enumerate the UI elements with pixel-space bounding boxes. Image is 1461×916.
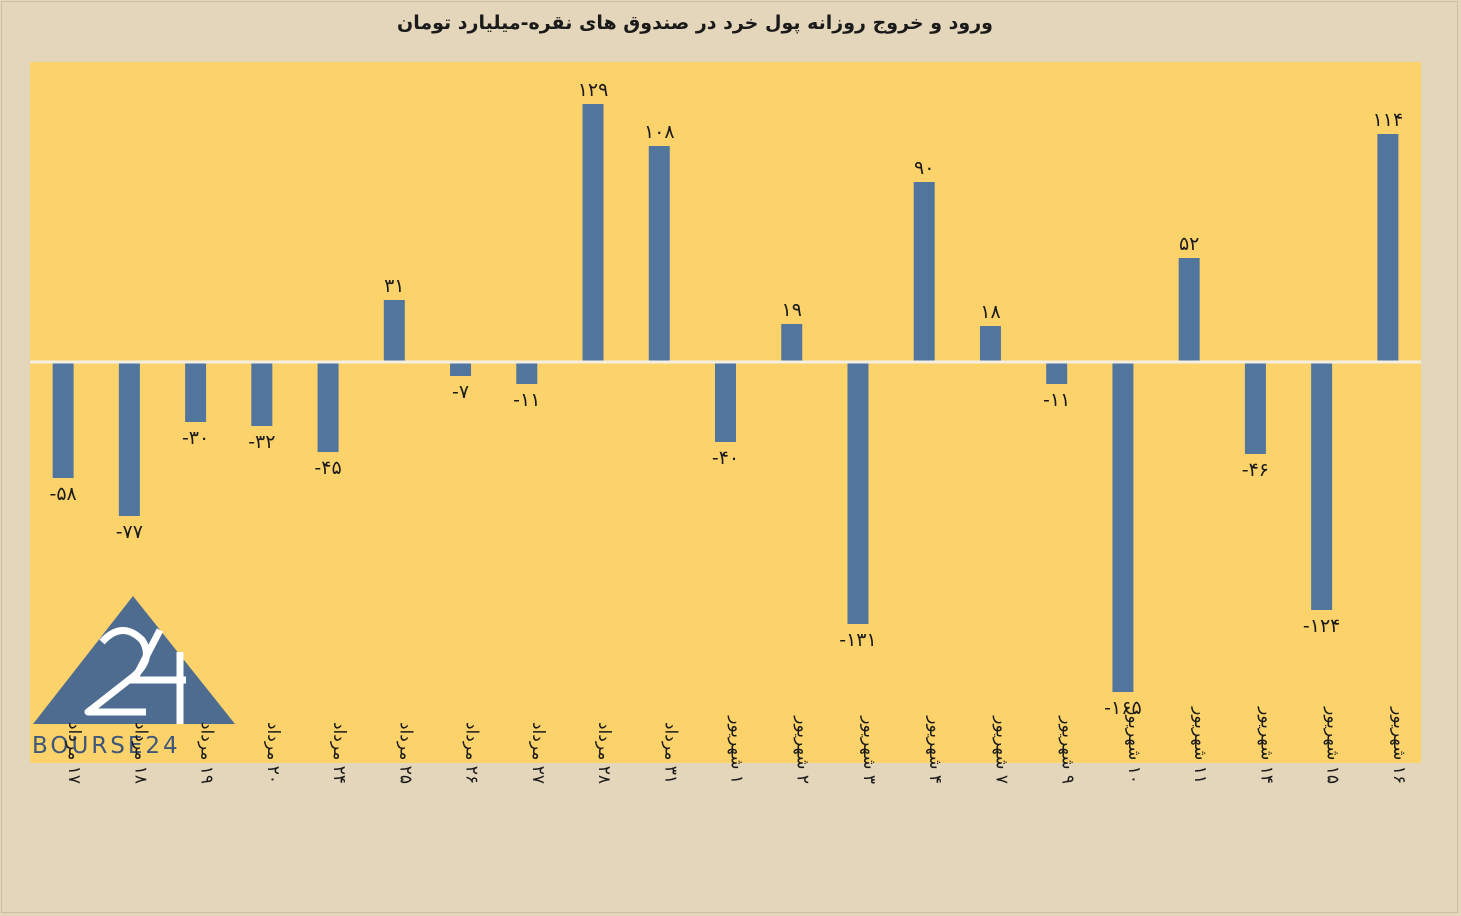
bar [847,362,869,624]
logo-triangle [33,596,235,724]
bar-value-label: -۷۷ [116,521,143,543]
bourse24-logo [33,596,235,724]
category-tick-label: ۳۱ مرداد [660,722,680,784]
category-tick-label: ۱۵ شهریور [1323,706,1343,784]
bar-value-label: -۱۶۵ [1104,697,1141,719]
bar [979,326,1001,362]
logo-digit-4 [128,628,186,724]
category-tick-label: ۲۴ مرداد [329,722,349,784]
bar-value-label: ۱۱۴ [1373,109,1404,131]
bar-value-label: -۱۱ [1043,389,1070,411]
category-tick-label: ۱۰ شهریور [1124,706,1144,784]
value-labels-layer: -۵۸ -۷۷ -۳۰ -۳۲ -۴۵ ۳۱ -۷ -۱۱ ۱۲۹ ۱۰۸ -۴۰ ۱۹ -۱۳۱ ۹۰ ۱… [49,79,1403,719]
bar-value-label: ۱۰۸ [644,121,675,143]
category-tick-label: ۱ شهریور [727,715,747,784]
bar [781,324,803,362]
chart-title: ورود و خروج روزانه پول خرد در صندوق های … [397,12,993,34]
bar-value-label: -۳۰ [182,427,209,449]
bar [450,362,472,376]
category-tick-label: ۲۸ مرداد [594,722,614,784]
bar [1311,362,1333,610]
category-tick-label: ۱۸ مرداد [130,722,150,784]
category-tick-label: ۱۴ شهریور [1256,706,1276,784]
category-tick-label: ۱۶ شهریور [1389,706,1409,784]
bar [52,362,74,478]
bar-value-label: -۵۸ [49,483,76,505]
bar-value-label: ۱۲۹ [578,79,609,101]
category-labels-layer: ۱۷ مرداد ۱۸ مرداد ۱۹ مرداد ۲۰ مرداد ۲۴ مرداد… [64,706,1409,784]
bar [1377,134,1399,362]
category-tick-label: ۷ شهریور [991,715,1011,784]
bar-value-label: ۵۲ [1179,233,1199,255]
category-tick-label: ۱۱ شهریور [1190,706,1210,784]
bar [1178,258,1200,362]
bar [251,362,273,426]
bar [582,104,604,362]
logo-text: BOURSE24 [32,733,181,759]
category-tick-label: ۲۵ مرداد [395,722,415,784]
bar [1112,362,1134,692]
category-tick-label: ۴ شهریور [925,715,945,784]
bar [516,362,538,384]
bar [648,146,670,362]
category-tick-label: ۲ شهریور [793,715,813,784]
bar-value-label: -۴۶ [1242,459,1269,481]
bar-value-label: ۱۸ [980,301,1000,323]
bars-layer [52,104,1399,692]
bar [317,362,339,452]
bar-value-label: -۱۲۴ [1303,615,1340,637]
bar-value-label: -۷ [452,381,469,403]
bar-value-label: -۱۱ [513,389,540,411]
category-tick-label: ۲۷ مرداد [528,722,548,784]
bar-value-label: ۳۱ [384,275,404,297]
bar [185,362,207,422]
bar-value-label: -۴۵ [314,457,341,479]
bar [383,300,405,362]
category-tick-label: ۱۹ مرداد [197,722,217,784]
bar-value-label: -۱۳۱ [839,629,876,651]
bar-value-label: ۹۰ [914,157,934,179]
bar-value-label: -۴۰ [712,447,739,469]
bar-value-label: -۳۲ [248,431,275,453]
bar [715,362,736,442]
bar-value-label: ۱۹ [782,299,802,321]
category-tick-label: ۹ شهریور [1058,715,1078,784]
category-tick-label: ۲۰ مرداد [263,722,283,784]
bar [913,182,935,362]
bar [118,362,140,516]
category-tick-label: ۳ شهریور [859,715,879,784]
bar [1046,362,1068,384]
category-tick-label: ۲۶ مرداد [462,722,482,784]
category-tick-label: ۱۷ مرداد [64,722,84,784]
bar [1244,362,1266,454]
